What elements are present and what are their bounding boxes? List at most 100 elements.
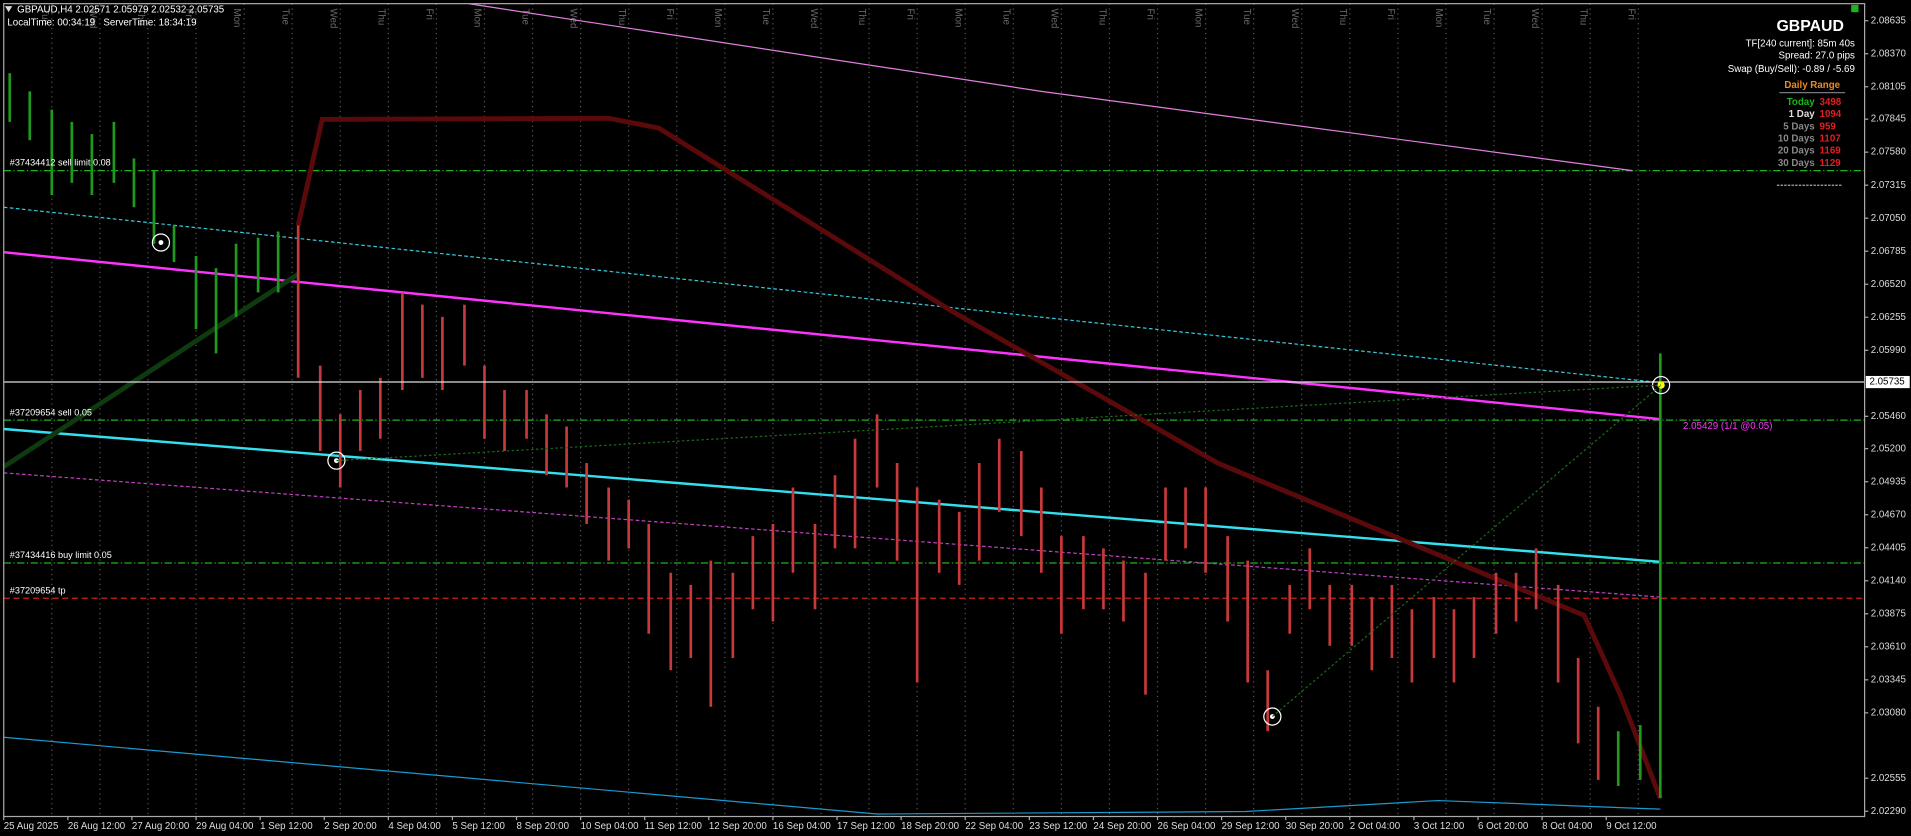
x-tick-label: 27 Aug 20:00 — [132, 821, 190, 832]
day-label: Thu — [1337, 9, 1348, 26]
current-price-label: 2.05735 — [1869, 377, 1904, 388]
time-line: LocalTime: 00:34:19 ServerTime: 18:34:19 — [7, 18, 196, 29]
indicator-layer — [2, 3, 1663, 815]
range-label: 10 Days — [1778, 134, 1815, 145]
day-label: Mon — [472, 9, 483, 28]
y-tick-label: 2.05200 — [1871, 443, 1907, 454]
y-tick-label: 2.03875 — [1871, 608, 1906, 619]
y-tick-label: 2.07580 — [1871, 147, 1907, 158]
range-label: 20 Days — [1778, 146, 1815, 157]
y-tick-label: 2.08105 — [1871, 81, 1906, 92]
day-label: Thu — [135, 9, 146, 26]
x-tick-label: 5 Sep 12:00 — [452, 821, 505, 832]
x-tick-label: 2 Oct 04:00 — [1350, 821, 1401, 832]
plot-frame — [3, 3, 1866, 818]
x-tick-label: 6 Oct 20:00 — [1478, 821, 1529, 832]
range-label: 30 Days — [1778, 158, 1815, 169]
day-label: Tue — [520, 9, 531, 25]
x-tick-label: 11 Sep 12:00 — [645, 821, 703, 832]
y-tick-label: 2.07845 — [1871, 114, 1906, 125]
day-label: Mon — [712, 9, 723, 28]
range-label: 5 Days — [1783, 121, 1815, 132]
info-spread: Spread: 27.0 pips — [1779, 51, 1855, 62]
y-tick-label: 2.08370 — [1871, 48, 1907, 59]
indicator-line — [2, 272, 300, 469]
info-range-title: Daily Range — [1784, 80, 1840, 91]
bars-layer — [8, 73, 1662, 799]
x-tick-label: 17 Sep 12:00 — [837, 821, 896, 832]
order-label: #37209654 sell 0.05 — [10, 407, 92, 417]
day-label: Mon — [1193, 9, 1204, 28]
order-label: #37434412 sell limit 0.08 — [10, 158, 111, 168]
x-tick-label: 1 Sep 12:00 — [260, 821, 313, 832]
trade-marker — [1263, 707, 1282, 726]
range-value: 3498 — [1820, 97, 1842, 108]
x-tick-label: 12 Sep 20:00 — [709, 821, 768, 832]
order-label: #37434416 buy limit 0.05 — [10, 550, 112, 560]
day-label: Thu — [616, 9, 627, 26]
y-tick-label: 2.08635 — [1871, 15, 1906, 26]
trade-link — [336, 384, 1662, 462]
indicator-line — [3, 206, 1661, 384]
indicator-line — [3, 472, 1661, 598]
x-tick-label: 18 Sep 20:00 — [901, 821, 960, 832]
indicator-line — [3, 251, 1661, 421]
y-tick-label: 2.07050 — [1871, 213, 1907, 224]
x-tick-label: 3 Oct 12:00 — [1414, 821, 1465, 832]
x-tick-label: 26 Sep 04:00 — [1158, 821, 1217, 832]
range-value: 1094 — [1820, 109, 1842, 120]
range-value: 959 — [1820, 121, 1837, 132]
day-label: Wed — [327, 9, 338, 29]
y-tick-label: 2.04405 — [1871, 542, 1906, 553]
x-tick-label: 25 Aug 2025 — [4, 821, 59, 832]
trade-marker — [151, 233, 171, 252]
x-tick-label: 2 Sep 20:00 — [324, 821, 377, 832]
x-tick-label: 8 Sep 20:00 — [517, 821, 570, 832]
day-label: Wed — [1289, 9, 1300, 29]
x-tick-label: 23 Sep 12:00 — [1029, 821, 1088, 832]
y-tick-label: 2.04670 — [1871, 509, 1907, 520]
y-tick-label: 2.02290 — [1871, 806, 1907, 817]
x-tick-label: 24 Sep 20:00 — [1093, 821, 1152, 832]
day-label: Wed — [808, 9, 819, 29]
indicator-line — [468, 3, 1633, 172]
x-tick-label: 9 Oct 12:00 — [1606, 821, 1657, 832]
day-label: Fri — [664, 9, 675, 20]
day-label: Tue — [760, 9, 771, 25]
order-tag: 2.05429 (1/1 @0.05) — [1683, 421, 1772, 432]
y-tick-label: 2.04935 — [1871, 476, 1906, 487]
y-tick-label: 2.03080 — [1871, 707, 1907, 718]
day-label: Fri — [1385, 9, 1396, 20]
day-label: Tue — [1481, 9, 1492, 25]
indicator-line — [295, 115, 1663, 800]
day-label: Tue — [1000, 9, 1011, 25]
y-tick-label: 2.02555 — [1871, 773, 1906, 784]
day-label: Thu — [1577, 9, 1588, 26]
day-label: Wed — [568, 9, 579, 29]
symbol-line: GBPAUD,H4 2.02571 2.05979 2.02532 2.0573… — [17, 4, 224, 15]
y-tick-label: 2.05460 — [1871, 411, 1907, 422]
day-label: Fri — [1145, 9, 1156, 20]
x-tick-label: 29 Sep 12:00 — [1222, 821, 1281, 832]
current-price-box — [1865, 375, 1910, 389]
range-label: Today — [1787, 97, 1816, 108]
info-swap: Swap (Buy/Sell): -0.89 / -5.69 — [1728, 64, 1855, 75]
x-tick-label: 29 Aug 04:00 — [196, 821, 254, 832]
info-symbol: GBPAUD — [1776, 18, 1843, 35]
trade-markers — [151, 233, 1671, 726]
day-label: Fri — [183, 9, 194, 20]
day-label: Thu — [856, 9, 867, 26]
day-label: Fri — [424, 9, 435, 20]
y-tick-label: 2.07315 — [1871, 180, 1906, 191]
x-tick-label: 30 Sep 20:00 — [1286, 821, 1345, 832]
status-dot — [1851, 4, 1859, 13]
y-tick-label: 2.03610 — [1871, 641, 1907, 652]
day-label: Wed — [1529, 9, 1540, 29]
overlay-layer: #37434412 sell limit 0.08 #37209654 sell … — [3, 158, 1910, 595]
trade-marker — [158, 240, 164, 245]
grid-layer: Tue Wed Thu Fri Mon Tue Wed Thu Fri Mon Tue Wed Thu F… — [3, 3, 1907, 832]
menu-arrow — [4, 6, 13, 13]
x-tick-label: 22 Sep 04:00 — [965, 821, 1024, 832]
trade-marker — [327, 451, 346, 470]
